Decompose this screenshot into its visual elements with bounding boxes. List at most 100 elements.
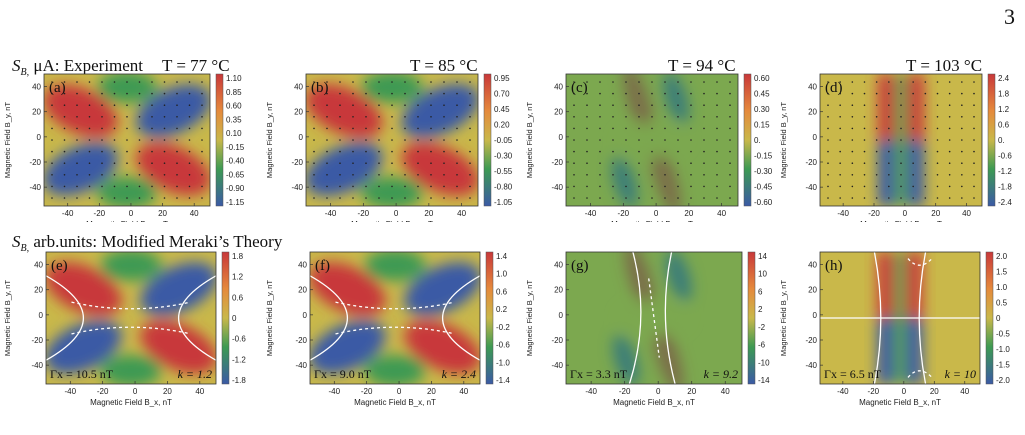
measurement-point — [326, 174, 328, 176]
measurement-point — [625, 174, 627, 176]
measurement-point — [176, 185, 178, 188]
green-lobe — [97, 176, 157, 206]
measurement-point — [599, 127, 601, 130]
measurement-point — [63, 139, 66, 141]
measurement-point — [851, 185, 854, 188]
measurement-point — [456, 127, 458, 130]
measurement-point — [51, 150, 53, 153]
blue-lobe — [310, 320, 386, 374]
x-tick-label: 0 — [903, 209, 908, 218]
measurement-point — [163, 127, 166, 130]
plot-frame — [565, 73, 739, 207]
measurement-point — [703, 127, 705, 130]
measurement-point — [973, 81, 975, 83]
measurement-point — [924, 127, 927, 130]
measurement-point — [339, 81, 341, 83]
colorbar-tick-label: -0.90 — [226, 184, 245, 193]
measurement-point — [101, 139, 103, 141]
dashed-contour — [648, 278, 660, 358]
measurement-point — [113, 162, 116, 164]
measurement-point — [948, 174, 951, 176]
measurement-point — [924, 162, 927, 164]
y-tick-label: -40 — [805, 183, 817, 192]
measurement-point — [113, 150, 116, 153]
colorbar — [743, 73, 752, 207]
measurement-point — [113, 127, 116, 130]
red-lobe — [46, 262, 122, 316]
measurement-point — [339, 174, 341, 176]
measurement-point — [900, 174, 902, 176]
contour-line — [441, 275, 480, 361]
measurement-point — [612, 116, 614, 118]
measurement-point — [326, 139, 328, 141]
measurement-point — [352, 127, 354, 130]
measurement-point — [456, 150, 458, 153]
measurement-point — [888, 92, 890, 95]
measurement-point — [51, 127, 53, 130]
measurement-point — [113, 116, 116, 118]
measurement-point — [961, 162, 963, 164]
measurement-point — [163, 116, 166, 118]
measurement-point — [101, 150, 103, 153]
measurement-point — [313, 116, 315, 118]
measurement-point — [326, 185, 328, 188]
measurement-point — [936, 81, 939, 83]
colorbar-tick-label: 0.45 — [494, 105, 510, 114]
measurement-point — [126, 197, 128, 199]
measurement-point — [827, 139, 829, 141]
colorbar-tick-label: 10 — [758, 270, 767, 279]
measurement-point — [151, 139, 153, 141]
colorbar-tick-label: 0.5 — [996, 299, 1008, 308]
measurement-point — [573, 174, 575, 176]
plot-frame — [305, 73, 479, 207]
measurement-point — [138, 197, 141, 199]
measurement-point — [664, 197, 666, 199]
x-tick-label: 40 — [459, 387, 468, 396]
measurement-point — [625, 197, 627, 199]
measurement-point — [469, 81, 471, 83]
measurement-point — [76, 104, 78, 106]
measurement-point — [378, 81, 380, 83]
measurement-point — [625, 81, 627, 83]
measurement-point — [101, 197, 103, 199]
red-lobe — [404, 320, 480, 374]
measurement-point — [973, 127, 975, 130]
colorbar-tick-label: 0. — [998, 136, 1005, 145]
red-lobe — [44, 84, 118, 138]
measurement-point — [417, 81, 419, 83]
measurement-point — [664, 162, 666, 164]
measurement-point — [138, 104, 141, 106]
measurement-point — [638, 139, 640, 141]
measurement-point — [126, 116, 128, 118]
blue-lobe — [404, 262, 480, 316]
measurement-point — [339, 92, 341, 95]
measurement-point — [176, 104, 178, 106]
y-axis-label: Magnetic Field B_y, nT — [779, 102, 788, 179]
measurement-point — [188, 162, 191, 164]
measurement-point — [961, 116, 963, 118]
measurement-point — [703, 116, 705, 118]
measurement-point — [456, 162, 458, 164]
y-tick-label: 40 — [294, 83, 303, 92]
x-tick-label: 40 — [962, 209, 971, 218]
measurement-point — [827, 127, 829, 130]
measurement-point — [430, 127, 432, 130]
measurement-point — [839, 92, 841, 95]
measurement-point — [313, 92, 315, 95]
measurement-point — [625, 162, 627, 164]
measurement-point — [201, 92, 203, 95]
colorbar — [747, 251, 756, 385]
measurement-point — [163, 81, 166, 83]
x-tick-label: -40 — [329, 387, 341, 396]
measurement-point — [851, 116, 854, 118]
measurement-point — [76, 150, 78, 153]
gamma-label: Γx = 10.5 nT — [50, 367, 114, 381]
measurement-point — [888, 185, 890, 188]
measurement-point — [839, 162, 841, 164]
y-tick-label: 20 — [808, 108, 817, 117]
measurement-point — [912, 197, 914, 199]
measurement-point — [703, 150, 705, 153]
blue-lobe — [306, 142, 383, 196]
measurement-point — [638, 162, 640, 164]
measurement-point — [586, 81, 588, 83]
